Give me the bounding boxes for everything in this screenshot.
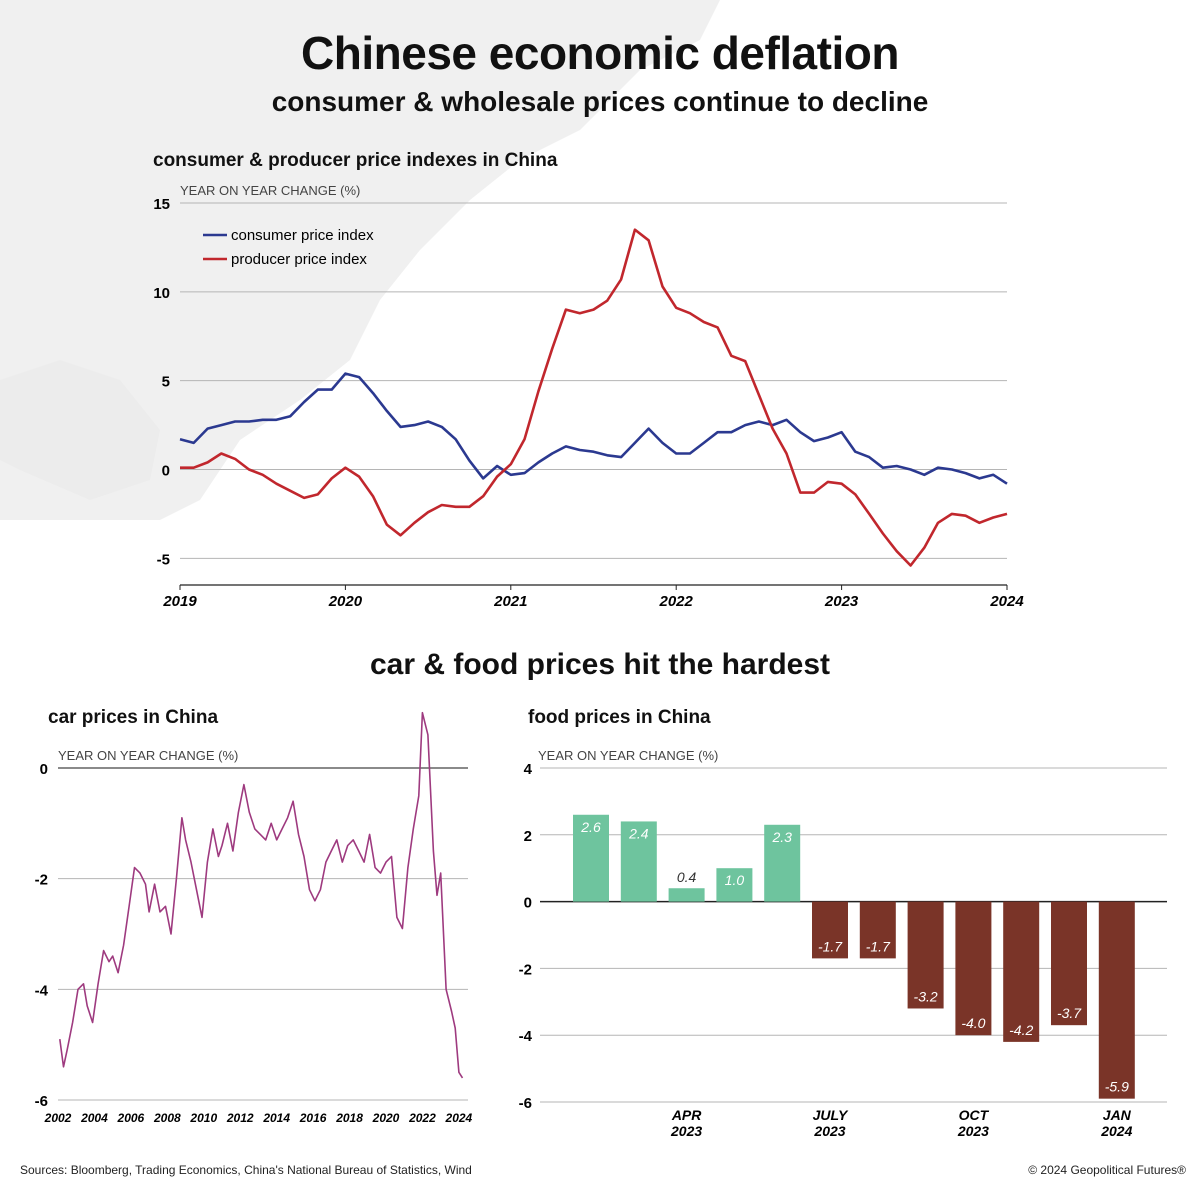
chart2-xtick-label: 2016 xyxy=(299,1111,327,1125)
chart1-xtick-label: 2022 xyxy=(659,593,694,610)
food-bar-value-label: 0.4 xyxy=(677,869,697,885)
chart2-ytick-label: -6 xyxy=(35,1093,48,1110)
food-bar xyxy=(1098,901,1135,1099)
food-bar xyxy=(907,901,944,1009)
chart2-xtick-label: 2022 xyxy=(408,1111,436,1125)
legend-label: consumer price index xyxy=(231,227,374,244)
chart1-ytick-label: 15 xyxy=(153,196,170,213)
food-bar xyxy=(620,821,657,902)
chart3-title: food prices in China xyxy=(528,707,711,728)
food-bar xyxy=(764,824,801,902)
main-subtitle: consumer & wholesale prices continue to … xyxy=(271,86,929,117)
chart3-plot: 4 2 0 -2 -4 -6 2.6 2.4 0.4 1.0 2.3 -1.7 -1.7 -3.2 -4.0… xyxy=(519,761,1167,1139)
chart2-xtick-label: 2018 xyxy=(335,1111,363,1125)
chart1-ylabel: YEAR ON YEAR CHANGE (%) xyxy=(180,183,361,198)
chart1-title: consumer & producer price indexes in Chi… xyxy=(153,150,558,171)
chart3-xtick-month: JULY xyxy=(813,1107,849,1123)
food-bar xyxy=(573,814,609,902)
chart1-plot: 15 10 5 0 -5 2019 2020 2021 2022 2023 2024 consumer… xyxy=(153,196,1024,610)
car-price-line xyxy=(59,711,464,1079)
chart2-xtick-label: 2010 xyxy=(189,1111,217,1125)
chart3-xtick-month: JAN xyxy=(1103,1107,1132,1123)
chart1-xtick-label: 2021 xyxy=(493,593,527,610)
chart2-ytick-label: -2 xyxy=(35,872,48,889)
chart2-title: car prices in China xyxy=(48,707,219,728)
chart2-ylabel: YEAR ON YEAR CHANGE (%) xyxy=(58,748,239,763)
chart3-xtick-month: APR xyxy=(671,1107,702,1123)
chart1-ytick-label: 0 xyxy=(162,463,170,480)
chart3-xtick-year: 2023 xyxy=(957,1123,989,1139)
food-bar-value-label: -1.7 xyxy=(818,938,843,954)
food-bar xyxy=(812,901,848,959)
chart3-xtick-year: 2023 xyxy=(670,1123,702,1139)
chart2-ytick-label: 0 xyxy=(40,761,48,778)
chart3-ytick-label: 0 xyxy=(524,895,532,912)
chart1-ytick-label: 5 xyxy=(162,374,170,391)
legend-label: producer price index xyxy=(231,251,367,268)
food-bar-value-label: -1.7 xyxy=(866,938,891,954)
chart3-ytick-label: -6 xyxy=(519,1095,532,1112)
chart3-ytick-label: 4 xyxy=(524,761,533,778)
chart3-xtick-year: 2023 xyxy=(813,1123,845,1139)
food-bar-value-label: 2.4 xyxy=(628,825,649,841)
main-title: Chinese economic deflation xyxy=(301,27,899,79)
chart2-xtick-label: 2002 xyxy=(44,1111,72,1125)
food-bar xyxy=(1051,901,1087,1026)
chart2-xtick-label: 2006 xyxy=(117,1111,145,1125)
section-title: car & food prices hit the hardest xyxy=(369,648,831,681)
chart1-xtick-label: 2019 xyxy=(162,593,197,610)
food-bar xyxy=(859,901,896,959)
food-bar-value-label: -5.9 xyxy=(1105,1079,1129,1095)
chart2-xtick-label: 2024 xyxy=(445,1111,473,1125)
chart2-xtick-label: 2008 xyxy=(153,1111,181,1125)
chart2-xtick-label: 2012 xyxy=(226,1111,254,1125)
food-bar-value-label: -3.7 xyxy=(1057,1005,1082,1021)
chart3-ytick-label: 2 xyxy=(524,828,532,845)
chart2-xtick-label: 2014 xyxy=(262,1111,290,1125)
chart3-xtick-month: OCT xyxy=(959,1107,990,1123)
chart1-xtick-label: 2020 xyxy=(328,593,363,610)
food-bar-value-label: 1.0 xyxy=(725,872,745,888)
chart3-ytick-label: -4 xyxy=(519,1028,533,1045)
sources-note: Sources: Bloomberg, Trading Economics, C… xyxy=(20,1163,472,1177)
food-bar-value-label: -4.2 xyxy=(1009,1022,1033,1038)
food-bar xyxy=(955,901,992,1036)
chart3-ytick-label: -2 xyxy=(519,961,532,978)
chart2-xtick-label: 2004 xyxy=(80,1111,108,1125)
chart2-xtick-label: 2020 xyxy=(372,1111,400,1125)
ppi-line xyxy=(180,228,1008,567)
food-bar-value-label: 2.3 xyxy=(771,829,792,845)
chart2-ytick-label: -4 xyxy=(35,982,49,999)
chart1-xtick-label: 2024 xyxy=(989,593,1024,610)
cpi-line xyxy=(179,372,1008,485)
copyright: © 2024 Geopolitical Futures® xyxy=(1028,1163,1186,1177)
chart1-ytick-label: -5 xyxy=(157,551,170,568)
chart3-xtick-year: 2024 xyxy=(1100,1123,1132,1139)
food-bar xyxy=(668,888,705,902)
china-map-background xyxy=(0,0,720,520)
food-bar xyxy=(1003,901,1040,1042)
food-bar-value-label: -3.2 xyxy=(914,988,938,1004)
chart1-xtick-label: 2023 xyxy=(824,593,859,610)
food-bar-value-label: -4.0 xyxy=(961,1015,985,1031)
chart3-ylabel: YEAR ON YEAR CHANGE (%) xyxy=(538,748,719,763)
food-bar xyxy=(716,868,753,902)
food-bar-value-label: 2.6 xyxy=(580,819,601,835)
chart1-ytick-label: 10 xyxy=(153,285,170,302)
